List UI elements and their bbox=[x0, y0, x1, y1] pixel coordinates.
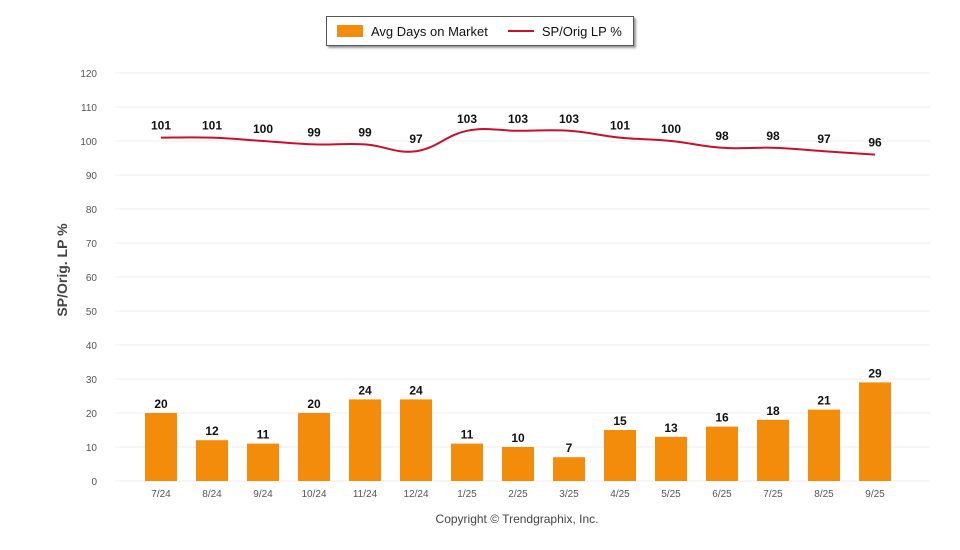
bar-data-label: 15 bbox=[613, 414, 627, 428]
bar bbox=[400, 399, 432, 481]
y-tick-label: 70 bbox=[86, 239, 98, 250]
line-data-label: 100 bbox=[253, 122, 273, 136]
bar-data-label: 20 bbox=[307, 397, 321, 411]
legend-line-swatch bbox=[507, 30, 534, 32]
x-tick-label: 8/24 bbox=[202, 489, 222, 500]
line-data-label: 99 bbox=[307, 125, 321, 139]
line-data-label: 103 bbox=[508, 112, 528, 126]
x-tick-label: 12/24 bbox=[403, 489, 428, 500]
x-tick-label: 1/25 bbox=[457, 489, 477, 500]
line-series bbox=[160, 128, 876, 156]
x-tick-label: 9/25 bbox=[865, 489, 885, 500]
bar bbox=[196, 440, 228, 481]
bar bbox=[706, 426, 738, 481]
line-data-label: 101 bbox=[610, 119, 630, 133]
x-tick-label: 4/25 bbox=[610, 489, 630, 500]
bar-data-label: 20 bbox=[154, 397, 168, 411]
x-tick-label: 6/25 bbox=[712, 489, 732, 500]
legend: Avg Days on Market SP/Orig LP % bbox=[326, 16, 634, 46]
x-tick-label: 10/24 bbox=[301, 489, 326, 500]
bar-data-label: 18 bbox=[766, 404, 780, 418]
bar bbox=[808, 409, 840, 481]
x-tick-label: 7/25 bbox=[763, 489, 783, 500]
bar-data-label: 10 bbox=[511, 431, 525, 445]
line-data-label: 98 bbox=[766, 129, 780, 143]
line-data-label: 101 bbox=[151, 119, 171, 133]
x-tick-label: 11/24 bbox=[353, 489, 378, 500]
bar bbox=[349, 399, 381, 481]
y-tick-label: 90 bbox=[86, 171, 98, 182]
line-data-label: 96 bbox=[868, 136, 882, 150]
line-data-label: 97 bbox=[409, 132, 423, 146]
line-data-label: 99 bbox=[358, 125, 372, 139]
line-data-label: 103 bbox=[457, 112, 477, 126]
y-tick-label: 60 bbox=[86, 273, 98, 284]
bar-data-label: 13 bbox=[664, 421, 678, 435]
bar bbox=[604, 430, 636, 481]
y-tick-label: 120 bbox=[80, 69, 97, 80]
bar bbox=[298, 413, 330, 481]
legend-line-label: SP/Orig LP % bbox=[541, 23, 622, 39]
bar bbox=[247, 443, 279, 481]
bar-data-label: 24 bbox=[409, 383, 423, 397]
bar-data-label: 11 bbox=[461, 428, 474, 442]
y-tick-label: 20 bbox=[86, 409, 98, 420]
bar bbox=[655, 436, 687, 481]
y-tick-label: 110 bbox=[81, 103, 97, 114]
bar-data-label: 24 bbox=[358, 383, 372, 397]
y-tick-label: 80 bbox=[86, 205, 98, 216]
bar-data-label: 29 bbox=[868, 366, 882, 380]
x-tick-label: 7/24 bbox=[151, 489, 171, 500]
x-tick-label: 8/25 bbox=[814, 489, 834, 500]
y-tick-label: 30 bbox=[86, 375, 98, 386]
legend-bar-swatch bbox=[337, 25, 363, 37]
bar bbox=[553, 457, 585, 481]
x-tick-label: 3/25 bbox=[559, 489, 579, 500]
x-tick-label: 5/25 bbox=[661, 489, 681, 500]
line-data-label: 103 bbox=[559, 112, 579, 126]
y-tick-label: 50 bbox=[86, 307, 98, 318]
legend-bar-label: Avg Days on Market bbox=[371, 23, 488, 39]
bar bbox=[502, 447, 534, 481]
line-data-label: 98 bbox=[715, 129, 729, 143]
bar bbox=[757, 419, 789, 481]
bar bbox=[451, 443, 483, 481]
bar-data-label: 12 bbox=[205, 424, 219, 438]
bar-data-label: 7 bbox=[566, 441, 573, 455]
y-tick-label: 0 bbox=[91, 477, 97, 488]
bar-data-label: 21 bbox=[817, 394, 831, 408]
bar bbox=[145, 413, 177, 481]
bar-data-label: 11 bbox=[257, 428, 270, 442]
line-data-label: 100 bbox=[661, 122, 681, 136]
line-data-label: 101 bbox=[202, 119, 222, 133]
bar bbox=[859, 382, 891, 481]
y-tick-label: 100 bbox=[80, 137, 97, 148]
y-tick-label: 10 bbox=[86, 443, 98, 454]
x-tick-label: 9/24 bbox=[253, 489, 273, 500]
bar-data-label: 16 bbox=[715, 411, 729, 425]
line-data-label: 97 bbox=[817, 132, 831, 146]
y-tick-label: 40 bbox=[86, 341, 98, 352]
y-axis-label: SP/Orig. LP % bbox=[54, 223, 70, 317]
x-tick-label: 2/25 bbox=[508, 489, 528, 500]
copyright: Copyright © Trendgraphix, Inc. bbox=[435, 512, 599, 526]
